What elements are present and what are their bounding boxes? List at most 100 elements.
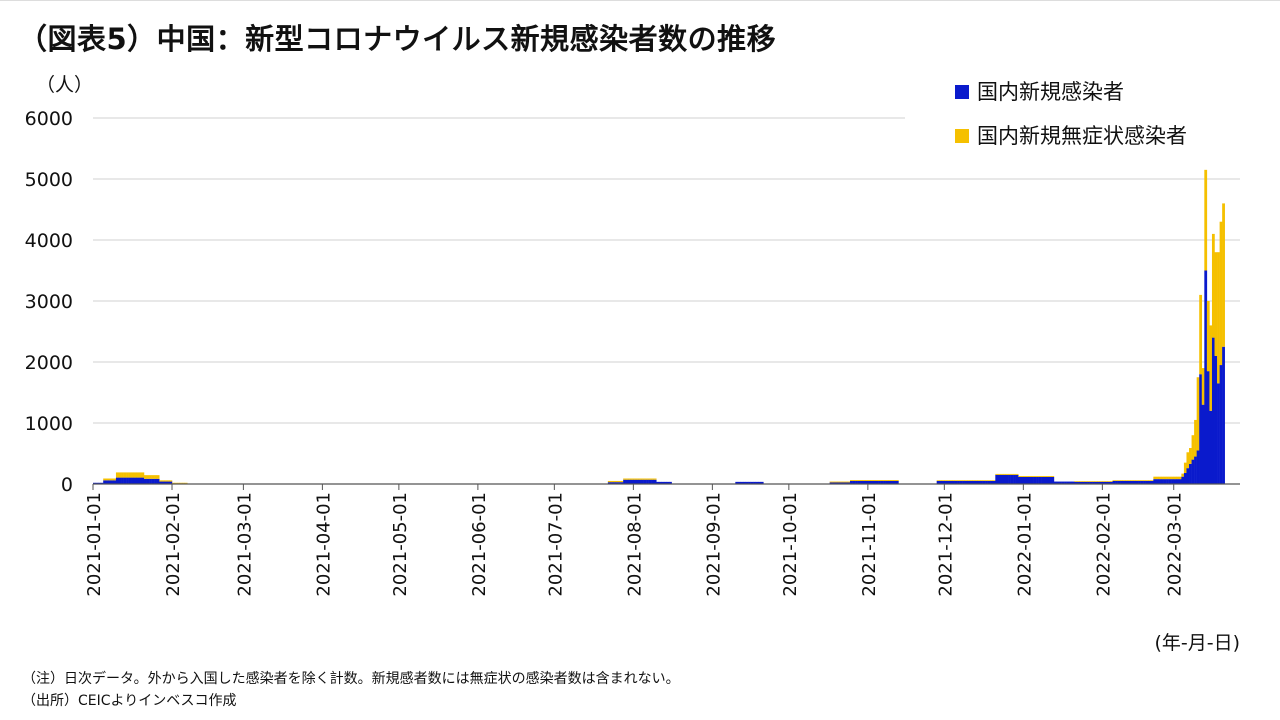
bar-confirmed (980, 480, 983, 484)
bar-confirmed (888, 480, 892, 484)
bar-confirmed (883, 480, 886, 484)
bar-confirmed (954, 480, 958, 484)
bar-confirmed (648, 479, 652, 484)
bar-confirmed (1023, 476, 1027, 484)
bar-confirmed (1191, 459, 1195, 484)
bar-confirmed (1150, 480, 1154, 484)
bar-confirmed (625, 479, 629, 484)
bar-asymptomatic (630, 478, 634, 480)
bar-confirmed (862, 480, 866, 484)
bar-confirmed (123, 477, 127, 484)
bar-confirmed (1214, 355, 1218, 484)
x-axis: 2021-01-01 2021-02-01 2021-03-01 2021-04-01… (84, 483, 1240, 597)
bar-confirmed (842, 482, 846, 484)
bar-asymptomatic (1130, 480, 1134, 481)
bar-asymptomatic (1020, 476, 1024, 477)
bar-confirmed (1176, 479, 1180, 484)
bar-asymptomatic (872, 480, 876, 481)
bar-confirmed (969, 480, 973, 484)
bar-asymptomatic (959, 480, 963, 481)
y-axis-ticks: 0 1000 2000 3000 4000 5000 6000 (25, 108, 73, 496)
bar-confirmed (103, 480, 106, 484)
bar-asymptomatic (1046, 476, 1050, 477)
bar-confirmed (1066, 481, 1070, 484)
footnote-source: （出所）CEICよりインベスコ作成 (22, 693, 237, 709)
bar-asymptomatic (1219, 221, 1223, 366)
bar-confirmed (1043, 476, 1047, 484)
bar-asymptomatic (1217, 252, 1220, 384)
bar-asymptomatic (156, 475, 160, 479)
bar-confirmed (618, 482, 621, 484)
bar-confirmed (1107, 481, 1111, 484)
bar-asymptomatic (166, 480, 170, 482)
bar-asymptomatic (169, 480, 173, 482)
bar-asymptomatic (1127, 480, 1131, 481)
bar-asymptomatic (941, 480, 945, 481)
bar-confirmed (946, 480, 950, 484)
bar-confirmed (1089, 481, 1093, 484)
bar-asymptomatic (857, 480, 861, 481)
bar-confirmed (748, 481, 751, 484)
bar-asymptomatic (623, 478, 626, 480)
bar-asymptomatic (1099, 481, 1103, 482)
bar-asymptomatic (131, 472, 135, 478)
bar-confirmed (1084, 481, 1088, 484)
x-tick-label: 2021-11-01 (859, 492, 880, 597)
bar-confirmed (1008, 474, 1011, 484)
bar-confirmed (131, 477, 135, 484)
bar-confirmed (735, 481, 739, 484)
bar-asymptomatic (1140, 480, 1144, 481)
bar-asymptomatic (648, 478, 652, 480)
legend: 国内新規感染者 国内新規無症状感染者 (955, 70, 1187, 158)
bar-confirmed (121, 477, 124, 484)
bar-asymptomatic (1110, 481, 1113, 482)
bar-confirmed (154, 478, 157, 484)
bar-confirmed (959, 480, 963, 484)
bar-asymptomatic (641, 478, 644, 480)
bar-confirmed (760, 481, 764, 484)
bar-confirmed (753, 481, 756, 484)
bar-confirmed (1033, 476, 1037, 484)
bar-asymptomatic (1010, 473, 1014, 475)
bar-confirmed (1081, 481, 1085, 484)
bar-confirmed (1020, 476, 1024, 484)
bar-confirmed (1010, 474, 1014, 484)
bar-asymptomatic (1168, 476, 1172, 480)
bar-asymptomatic (987, 480, 991, 481)
bar-asymptomatic (850, 480, 853, 481)
bar-confirmed (1099, 481, 1103, 484)
bar-asymptomatic (1081, 481, 1085, 482)
x-tick-label: 2021-03-01 (234, 492, 255, 597)
bar-asymptomatic (1155, 476, 1159, 480)
bar-asymptomatic (870, 480, 874, 481)
bar-confirmed (1222, 346, 1225, 484)
bar-asymptomatic (893, 480, 897, 481)
bar-confirmed (1059, 481, 1062, 484)
bars (93, 169, 1225, 484)
bar-asymptomatic (1145, 480, 1149, 481)
bar-confirmed (1061, 481, 1065, 484)
bar-asymptomatic (1018, 476, 1022, 477)
bar-asymptomatic (946, 480, 950, 481)
bar-asymptomatic (1196, 377, 1200, 451)
bar-asymptomatic (839, 481, 843, 483)
bar-asymptomatic (949, 480, 953, 481)
bar-confirmed (1209, 410, 1213, 484)
bar-confirmed (1097, 481, 1101, 484)
bar-confirmed (867, 480, 871, 484)
bar-confirmed (1183, 473, 1187, 484)
bar-asymptomatic (852, 480, 856, 481)
bar-asymptomatic (1153, 476, 1157, 480)
bar-confirmed (957, 480, 960, 484)
bar-confirmed (890, 480, 894, 484)
bar-asymptomatic (174, 482, 178, 484)
bar-asymptomatic (888, 480, 892, 481)
bar-asymptomatic (177, 482, 180, 484)
bar-confirmed (967, 480, 971, 484)
bar-confirmed (1110, 481, 1113, 484)
bar-confirmed (646, 479, 649, 484)
bar-asymptomatic (847, 481, 851, 483)
bar-confirmed (1115, 480, 1118, 484)
bar-asymptomatic (618, 480, 621, 483)
x-tick-label: 2021-05-01 (390, 492, 411, 597)
